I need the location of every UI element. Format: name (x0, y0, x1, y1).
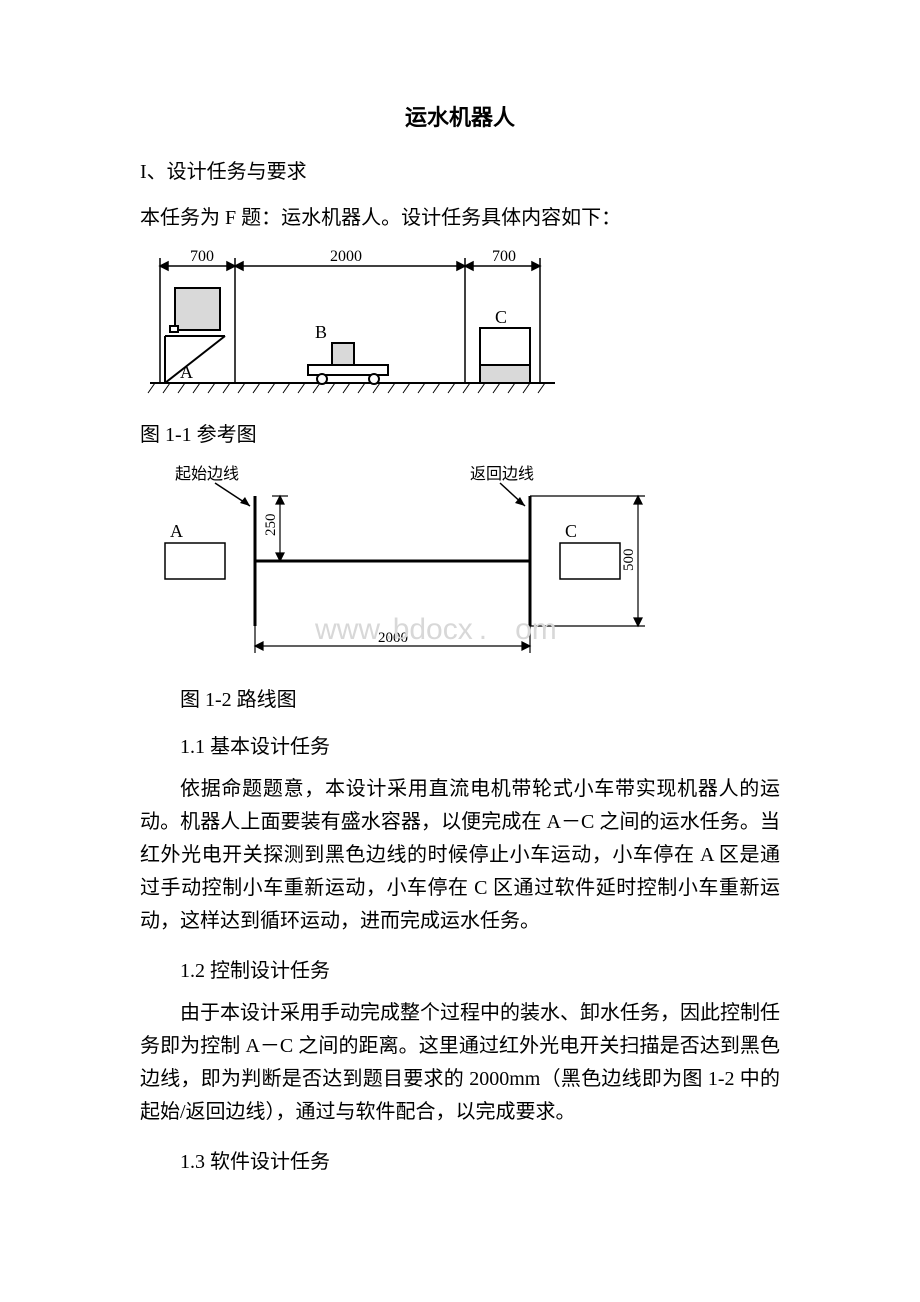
label-A: A (180, 362, 193, 382)
section-1-2: 1.2 控制设计任务 (140, 954, 780, 983)
paragraph-2: 由于本设计采用手动完成整个过程中的装水、卸水任务，因此控制任务即为控制 A－C … (140, 997, 780, 1129)
section-1-3: 1.3 软件设计任务 (140, 1145, 780, 1174)
label-A2: A (170, 521, 183, 541)
figure-1-1: 700 2000 700 (140, 248, 780, 408)
label-C: C (495, 307, 507, 327)
subtitle-line: 本任务为 F 题：运水机器人。设计任务具体内容如下： (140, 202, 780, 234)
figure-1-1-caption: 图 1-1 参考图 (140, 418, 780, 447)
dim-2000: 2000 (330, 248, 362, 265)
paragraph-1: 依据命题题意，本设计采用直流电机带轮式小车带实现机器人的运动。机器人上面要装有盛… (140, 773, 780, 938)
watermark: www.bdocx.om (314, 613, 557, 646)
figure-1-2-caption: 图 1-2 路线图 (140, 683, 780, 712)
figure-1-2-svg: 起始边线 返回边线 A C 250 (140, 461, 660, 671)
label-B: B (315, 322, 327, 342)
section-1-1: 1.1 基本设计任务 (140, 730, 780, 759)
dim-700b: 700 (492, 248, 516, 265)
dim-500: 500 (621, 549, 637, 572)
label-C2: C (565, 521, 577, 541)
dim-700a: 700 (190, 248, 214, 265)
return-edge-label: 返回边线 (470, 465, 534, 483)
figure-1-2: 起始边线 返回边线 A C 250 (140, 461, 780, 671)
start-edge-label: 起始边线 (175, 465, 239, 483)
section-heading-1: I、设计任务与要求 (140, 156, 780, 188)
figure-1-1-svg: 700 2000 700 (140, 248, 570, 408)
page-title: 运水机器人 (140, 100, 780, 132)
dim-250: 250 (263, 514, 279, 537)
